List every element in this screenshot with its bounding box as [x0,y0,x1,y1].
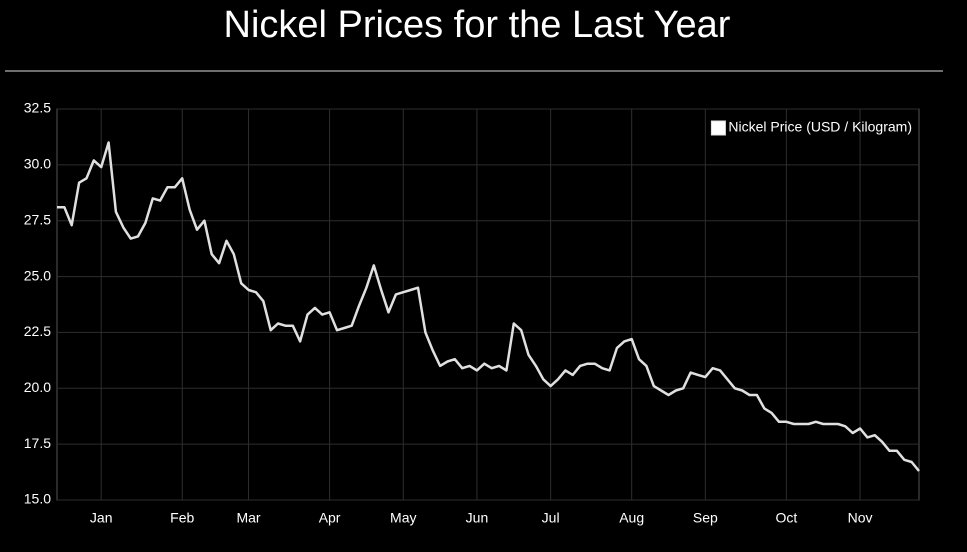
y-tick-label: 32.5 [24,100,51,116]
x-tick-label: Apr [319,510,341,526]
x-tick-label: Nov [848,510,873,526]
x-tick-label: Jul [542,510,560,526]
x-tick-label: Jun [466,510,489,526]
x-tick-label: Jan [90,510,113,526]
x-tick-label: May [390,510,416,526]
y-tick-label: 30.0 [24,156,51,172]
legend-label: Nickel Price (USD / Kilogram) [728,119,912,135]
x-tick-label: Mar [236,510,260,526]
chart-title: Nickel Prices for the Last Year [224,4,731,46]
y-tick-label: 17.5 [24,435,51,451]
x-tick-label: Feb [170,510,194,526]
y-tick-label: 25.0 [24,267,51,283]
x-tick-label: Aug [619,510,644,526]
x-tick-label: Oct [775,510,797,526]
x-tick-label: Sep [693,510,718,526]
y-tick-label: 27.5 [24,211,51,227]
y-tick-label: 20.0 [24,379,51,395]
plot-area [56,108,920,501]
price-line [57,141,920,472]
y-tick-label: 22.5 [24,323,51,339]
legend-swatch [710,120,726,136]
y-tick-label: 15.0 [24,491,51,507]
